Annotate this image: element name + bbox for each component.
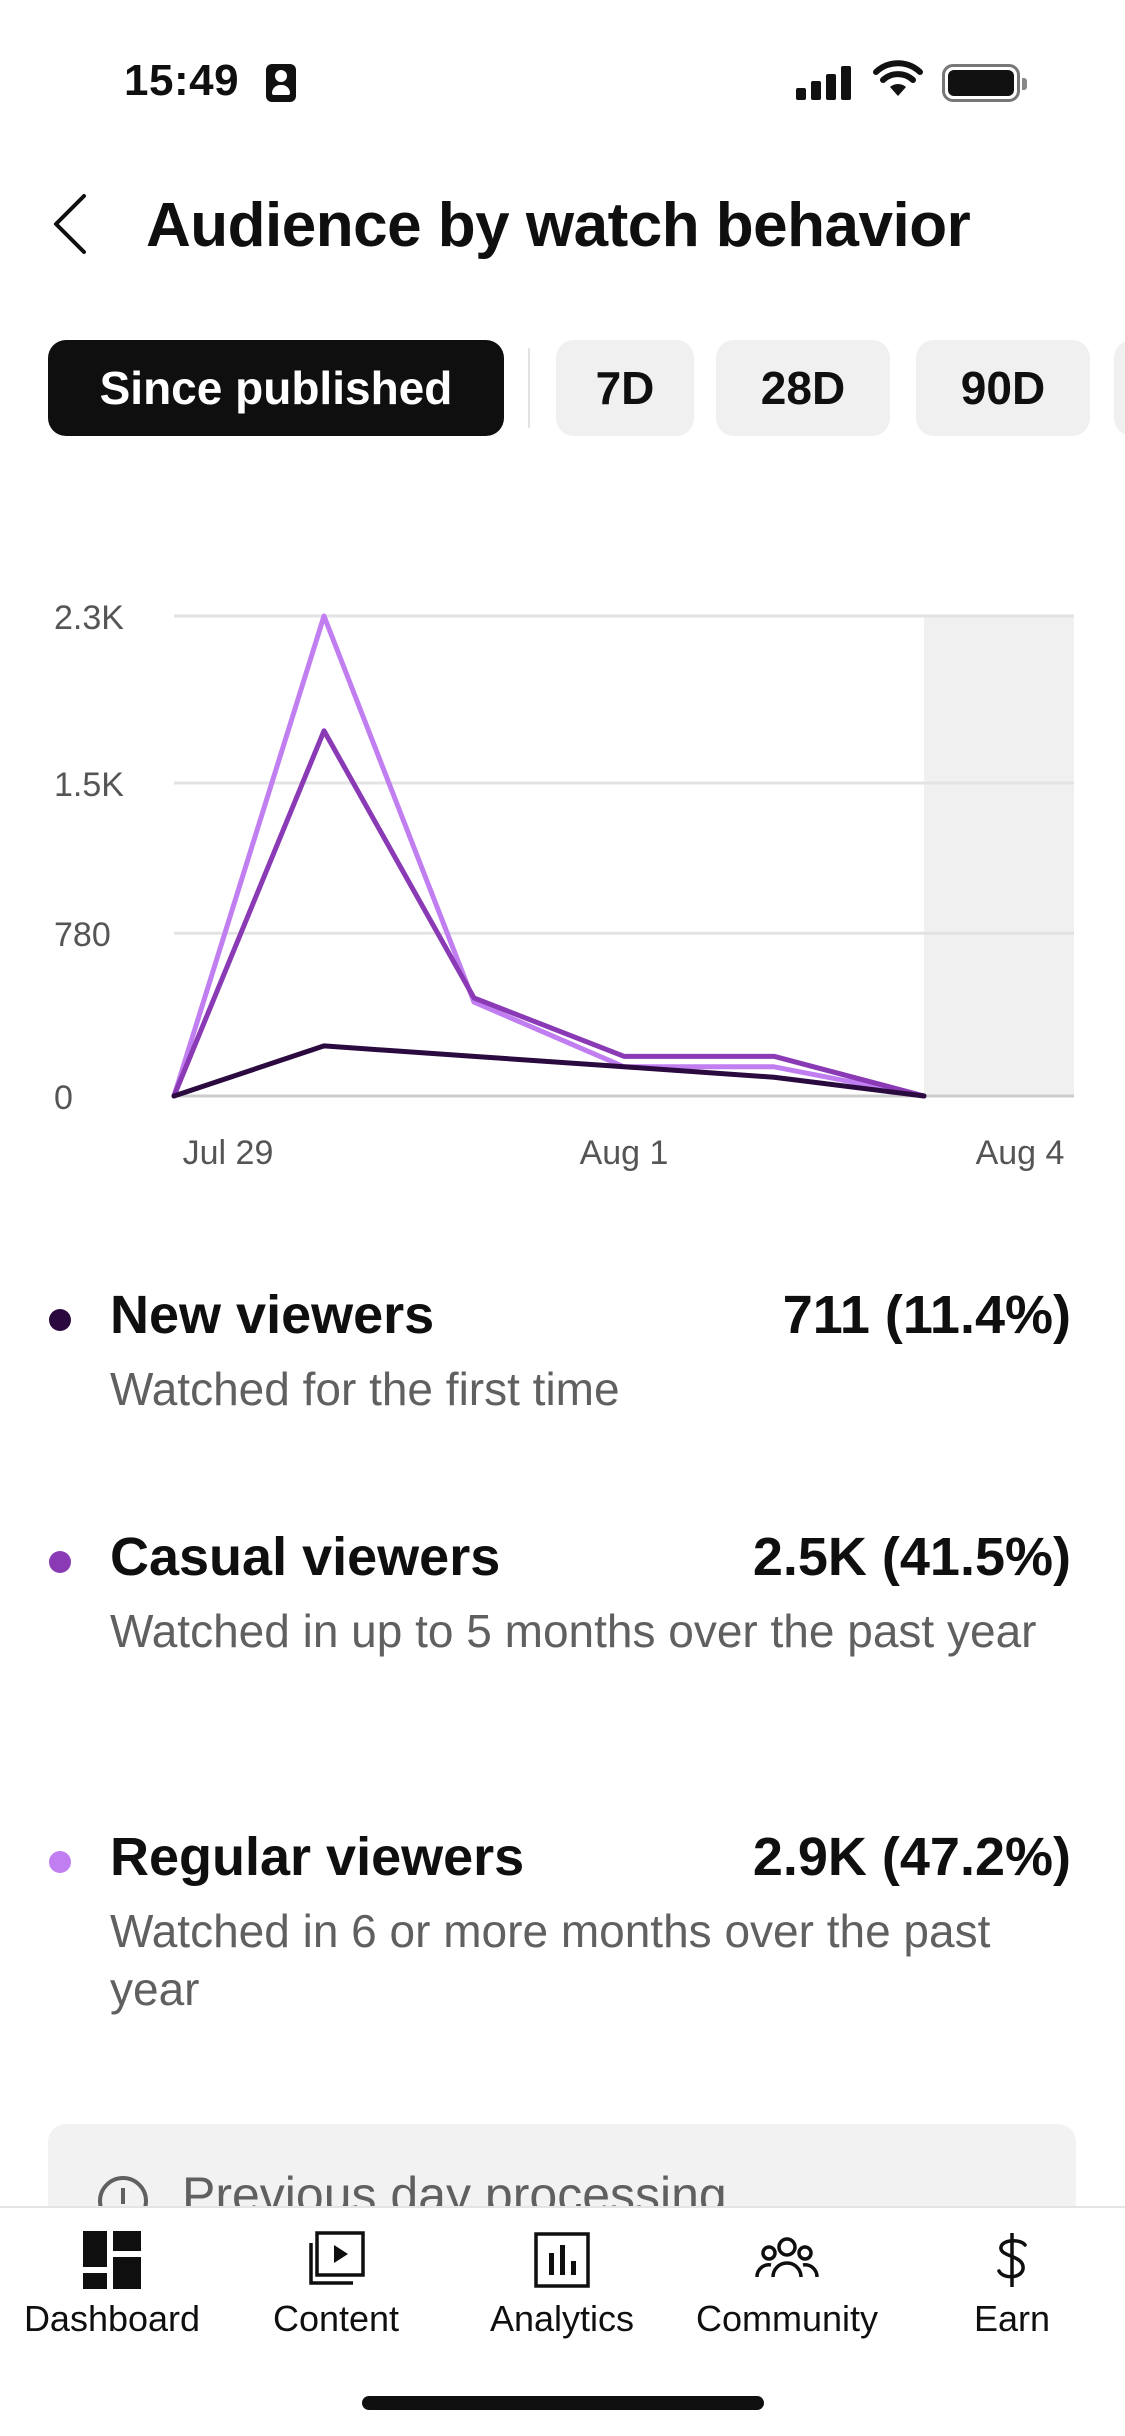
legend-name: Regular viewers — [110, 1827, 525, 1887]
legend-value: 2.5K (41.5%) — [752, 1527, 1071, 1587]
battery-icon — [942, 64, 1027, 102]
chevron-left-icon — [54, 194, 86, 254]
nav-label: Earn — [973, 2298, 1051, 2339]
legend-description: Watched in 6 or more months over the pas… — [110, 1905, 991, 2015]
series-line-regular-viewers — [171, 613, 927, 1099]
x-tick-label: Jul 29 — [183, 1134, 274, 1172]
back-button[interactable] — [40, 186, 100, 262]
series-line-casual-viewers — [171, 728, 927, 1099]
legend-description: Watched in up to 5 months over the past … — [110, 1605, 1037, 1657]
legend-item-casual-viewers[interactable]: Casual viewers 2.5K (41.5%) Watched in u… — [0, 1526, 1125, 1726]
legend-value: 711 (11.4%) — [782, 1285, 1071, 1345]
community-icon — [755, 2228, 819, 2292]
series-line-new-viewers — [171, 1043, 927, 1099]
legend-item-regular-viewers[interactable]: Regular viewers 2.9K (47.2%) Watched in … — [0, 1826, 1125, 2026]
y-tick-label: 1.5K — [54, 766, 124, 804]
status-bar: 15:49 — [0, 0, 1125, 160]
legend-item-new-viewers[interactable]: New viewers 711 (11.4%) Watched for the … — [0, 1284, 1125, 1464]
page-title: Audience by watch behavior — [146, 191, 971, 260]
chip-more[interactable] — [1114, 340, 1125, 436]
chip-divider — [528, 348, 530, 428]
y-tick-label: 780 — [54, 916, 111, 954]
nav-item-content[interactable]: Content — [236, 2208, 436, 2358]
legend-dot-regular-viewers — [49, 1851, 71, 1873]
focus-person-icon — [266, 64, 296, 102]
nav-label: Content — [272, 2298, 400, 2339]
dashboard-icon — [80, 2228, 144, 2292]
cellular-signal-icon — [796, 64, 856, 100]
nav-label: Analytics — [489, 2298, 635, 2339]
nav-label: Community — [695, 2298, 879, 2339]
legend-name: New viewers — [110, 1285, 435, 1345]
legend-dot-casual-viewers — [49, 1551, 71, 1573]
home-indicator — [362, 2396, 764, 2410]
chart-shaded-region — [924, 616, 1074, 1096]
y-tick-label: 0 — [54, 1079, 73, 1117]
y-tick-label: 2.3K — [54, 599, 124, 637]
chip-90d[interactable]: 90D — [916, 340, 1090, 436]
x-tick-label: Aug 1 — [580, 1134, 669, 1172]
chip-since-published[interactable]: Since published — [48, 340, 504, 436]
audience-line-chart: 0 780 1.5K 2.3K Jul 29 Aug 1 Aug 4 — [0, 560, 1125, 1180]
nav-item-community[interactable]: Community — [676, 2208, 898, 2358]
legend-description: Watched for the first time — [110, 1363, 620, 1415]
chip-7d[interactable]: 7D — [556, 340, 694, 436]
status-time: 15:49 — [124, 56, 240, 105]
legend-value: 2.9K (47.2%) — [752, 1827, 1071, 1887]
nav-item-dashboard[interactable]: Dashboard — [10, 2208, 214, 2358]
time-range-chips: Since published 7D 28D 90D — [48, 340, 1125, 436]
earn-icon — [980, 2228, 1044, 2292]
chip-28d[interactable]: 28D — [716, 340, 890, 436]
chart-canvas: 0 780 1.5K 2.3K Jul 29 Aug 1 Aug 4 — [54, 599, 1074, 1172]
content-icon — [304, 2228, 368, 2292]
nav-item-earn[interactable]: Earn — [912, 2208, 1112, 2358]
nav-label: Dashboard — [23, 2298, 201, 2339]
legend-name: Casual viewers — [110, 1527, 501, 1587]
legend-dot-new-viewers — [49, 1309, 71, 1331]
x-tick-label: Aug 4 — [976, 1134, 1065, 1172]
wifi-icon — [873, 60, 923, 96]
nav-item-analytics[interactable]: Analytics — [462, 2208, 662, 2358]
analytics-icon — [530, 2228, 594, 2292]
